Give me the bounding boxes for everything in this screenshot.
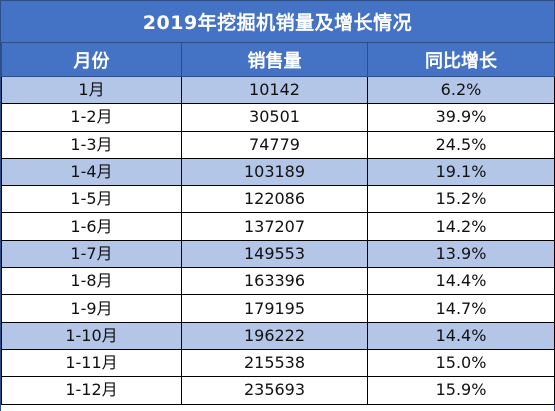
table-row: 1-2月 30501 39.9% — [1, 103, 555, 132]
table-row: 1-6月 137207 14.2% — [1, 212, 555, 241]
cell-growth: 15.0% — [367, 348, 555, 378]
cell-sales: 30501 — [181, 103, 368, 132]
cell-month: 1-4月 — [1, 157, 182, 187]
cell-sales: 163396 — [181, 267, 368, 296]
cell-sales: 137207 — [181, 212, 368, 241]
cell-month: 1-9月 — [1, 294, 182, 323]
column-header-growth: 同比增长 — [367, 43, 555, 77]
cell-month: 1-5月 — [1, 185, 182, 214]
cell-growth: 39.9% — [367, 103, 555, 132]
table-row: 1月 10142 6.2% — [1, 75, 555, 105]
cell-sales: 122086 — [181, 185, 368, 214]
cell-sales: 10142 — [181, 75, 368, 105]
table-row: 1-4月 103189 19.1% — [1, 157, 555, 187]
cell-growth: 19.1% — [367, 157, 555, 187]
cell-month: 1-8月 — [1, 267, 182, 296]
table-row: 1-7月 149553 13.9% — [1, 239, 555, 269]
cell-growth: 14.2% — [367, 212, 555, 241]
header-row: 月份 销售量 同比增长 — [1, 43, 555, 77]
cell-growth: 13.9% — [367, 239, 555, 269]
table-body: 1月 10142 6.2% 1-2月 30501 39.9% 1-3月 7477… — [1, 75, 555, 405]
cell-month: 1月 — [1, 75, 182, 105]
cell-growth: 14.4% — [367, 267, 555, 296]
table-row: 1-8月 163396 14.4% — [1, 267, 555, 296]
table-row: 1-12月 235693 15.9% — [1, 376, 555, 405]
table-header: 月份 销售量 同比增长 — [1, 43, 555, 77]
table-row: 1-3月 74779 24.5% — [1, 130, 555, 159]
cell-growth: 14.7% — [367, 294, 555, 323]
column-header-month: 月份 — [1, 43, 182, 77]
table-title: 2019年挖掘机销量及增长情况 — [1, 1, 554, 43]
cell-month: 1-10月 — [1, 321, 182, 350]
cell-sales: 196222 — [181, 321, 368, 350]
cell-sales: 179195 — [181, 294, 368, 323]
cell-growth: 15.9% — [367, 376, 555, 405]
cell-growth: 6.2% — [367, 75, 555, 105]
cell-month: 1-7月 — [1, 239, 182, 269]
cell-sales: 235693 — [181, 376, 368, 405]
column-header-sales: 销售量 — [181, 43, 368, 77]
cell-growth: 14.4% — [367, 321, 555, 350]
table-row: 1-10月 196222 14.4% — [1, 321, 555, 350]
cell-month: 1-11月 — [1, 348, 182, 378]
cell-sales: 103189 — [181, 157, 368, 187]
cell-month: 1-3月 — [1, 130, 182, 159]
cell-growth: 15.2% — [367, 185, 555, 214]
cell-month: 1-12月 — [1, 376, 182, 405]
cell-growth: 24.5% — [367, 130, 555, 159]
cell-month: 1-6月 — [1, 212, 182, 241]
cell-sales: 74779 — [181, 130, 368, 159]
sales-table: 月份 销售量 同比增长 1月 10142 6.2% 1-2月 30501 39.… — [1, 43, 555, 405]
cell-sales: 149553 — [181, 239, 368, 269]
table-row: 1-5月 122086 15.2% — [1, 185, 555, 214]
cell-sales: 215538 — [181, 348, 368, 378]
cell-month: 1-2月 — [1, 103, 182, 132]
table-row: 1-11月 215538 15.0% — [1, 348, 555, 378]
table-row: 1-9月 179195 14.7% — [1, 294, 555, 323]
